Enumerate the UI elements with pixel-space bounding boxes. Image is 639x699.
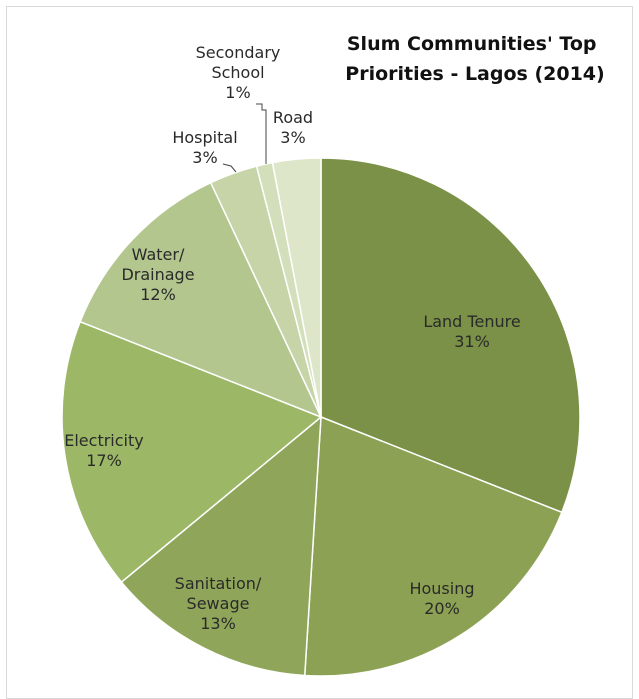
slice-label-6-line-1: School (211, 63, 264, 82)
slice-label-7-line-1: 3% (280, 128, 305, 147)
pie-slice-2 (120, 415, 322, 677)
chart-title-line-2: Priorities - Lagos (2014) (345, 63, 604, 85)
slice-label-4-line-0: Water/ (132, 245, 185, 264)
slice-label-5-line-0: Hospital (172, 128, 237, 147)
pie-slice-0 (320, 157, 581, 514)
pie-slice-4 (79, 181, 323, 419)
slice-label-6-line-0: Secondary (196, 43, 281, 62)
slice-label-3: Electricity 17% (64, 431, 143, 470)
slice-label-0: Land Tenure 31% (423, 312, 520, 351)
slice-label-5: Hospital 3% (172, 128, 237, 167)
slice-label-4-line-1: Drainage (121, 265, 194, 284)
slice-label-1-line-0: Housing (409, 579, 474, 598)
slice-label-0-line-0: Land Tenure (423, 312, 520, 331)
leader-line-1 (256, 103, 267, 164)
slice-label-1-line-1: 20% (424, 599, 460, 618)
chart-title: Slum Communities' Top Priorities - Lagos… (345, 33, 604, 85)
pie-slices (61, 157, 581, 677)
slice-label-0-line-1: 31% (454, 332, 490, 351)
pie-slice-7 (271, 157, 322, 418)
pie-slice-1 (303, 415, 563, 677)
slice-label-2: Sanitation/Sewage 13% (175, 574, 262, 633)
slice-label-7-line-0: Road (273, 108, 313, 127)
slice-label-2-line-0: Sanitation/ (175, 574, 262, 593)
slice-label-1: Housing 20% (409, 579, 474, 618)
leader-lines (222, 103, 267, 173)
slice-label-4-line-2: 12% (140, 285, 176, 304)
slice-label-3-line-0: Electricity (64, 431, 143, 450)
leader-line-0 (222, 163, 237, 173)
slice-labels: Land Tenure 31% Housing 20% Sanitation/Sewag… (64, 43, 520, 633)
slice-label-4: Water/Drainage 12% (121, 245, 194, 304)
slice-label-3-line-1: 17% (86, 451, 122, 470)
slice-label-6-line-2: 1% (225, 83, 250, 102)
chart-title-line-1: Slum Communities' Top (347, 33, 597, 55)
slice-label-2-line-2: 13% (200, 614, 236, 633)
pie-slice-3 (61, 320, 323, 584)
slice-label-5-line-1: 3% (192, 148, 217, 167)
slice-label-2-line-1: Sewage (187, 594, 250, 613)
slice-label-7: Road 3% (273, 108, 313, 147)
slice-label-6: Secondary School 1% (196, 43, 281, 102)
